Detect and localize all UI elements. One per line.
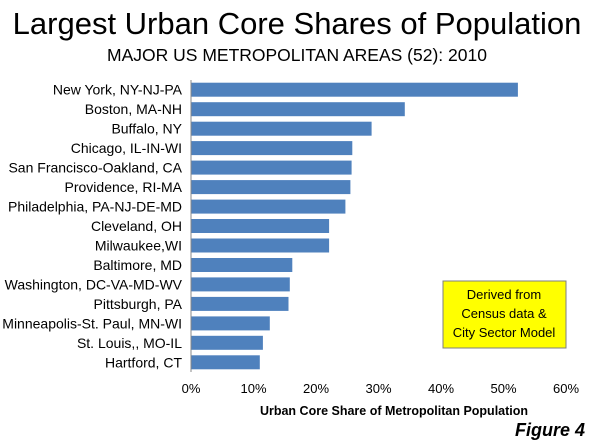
annotation-line-1: Derived from [467,287,541,302]
annotation-background [442,280,567,349]
x-tick-label: 50% [490,381,516,396]
category-labels: New York, NY-NJ-PA Boston, MA-NH Buffalo, … [2,82,182,371]
bar [191,199,346,214]
x-tick-label: 10% [240,381,266,396]
category-label: New York, NY-NJ-PA [53,82,183,98]
bar [191,355,260,370]
figure-label: Figure 4 [515,420,585,440]
category-label: Milwaukee,WI [95,238,182,254]
chart-title: Largest Urban Core Shares of Population [13,6,582,41]
x-tick-labels: 0% 10% 20% 30% 40% 50% 60% [182,381,580,396]
category-label: Baltimore, MD [93,257,182,273]
category-label: Buffalo, NY [111,121,182,137]
category-label: Boston, MA-NH [85,101,182,117]
category-label: Washington, DC-VA-MD-WV [5,276,183,292]
bar [191,102,405,117]
bar [191,219,330,233]
x-tick-label: 30% [365,381,391,396]
x-tick-label: 60% [553,381,579,396]
category-label: Pittsburgh, PA [94,296,183,312]
bar [191,335,263,350]
category-label: San Francisco-Oakland, CA [8,160,182,176]
annotation-line-3: City Sector Model [453,325,556,340]
category-label: Philadelphia, PA-NJ-DE-MD [8,199,182,215]
bar [191,277,290,292]
annotation-line-2: Census data & [461,306,547,321]
category-label: Cleveland, OH [91,218,182,234]
category-label: Chicago, IL-IN-WI [71,140,182,156]
bar [191,121,372,136]
category-label: Providence, RI-MA [65,179,183,195]
annotation-box: Derived from Census data & City Sector M… [442,280,567,349]
bar [191,160,352,175]
category-label: Hartford, CT [105,354,182,370]
bar [191,141,353,156]
bar [191,238,330,253]
bar [191,180,351,195]
bars [191,82,518,370]
bar [191,258,293,272]
bar [191,316,270,331]
bar [191,296,289,311]
x-tick-label: 0% [182,381,201,396]
category-label: Minneapolis-St. Paul, MN-WI [2,315,182,331]
x-axis-title: Urban Core Share of Metropolitan Populat… [260,404,528,418]
x-tick-label: 20% [303,381,329,396]
chart-subtitle: MAJOR US METROPOLITAN AREAS (52): 2010 [107,45,487,65]
category-label: St. Louis,, MO-IL [77,335,182,351]
bar [191,82,518,97]
x-tick-label: 40% [428,381,454,396]
